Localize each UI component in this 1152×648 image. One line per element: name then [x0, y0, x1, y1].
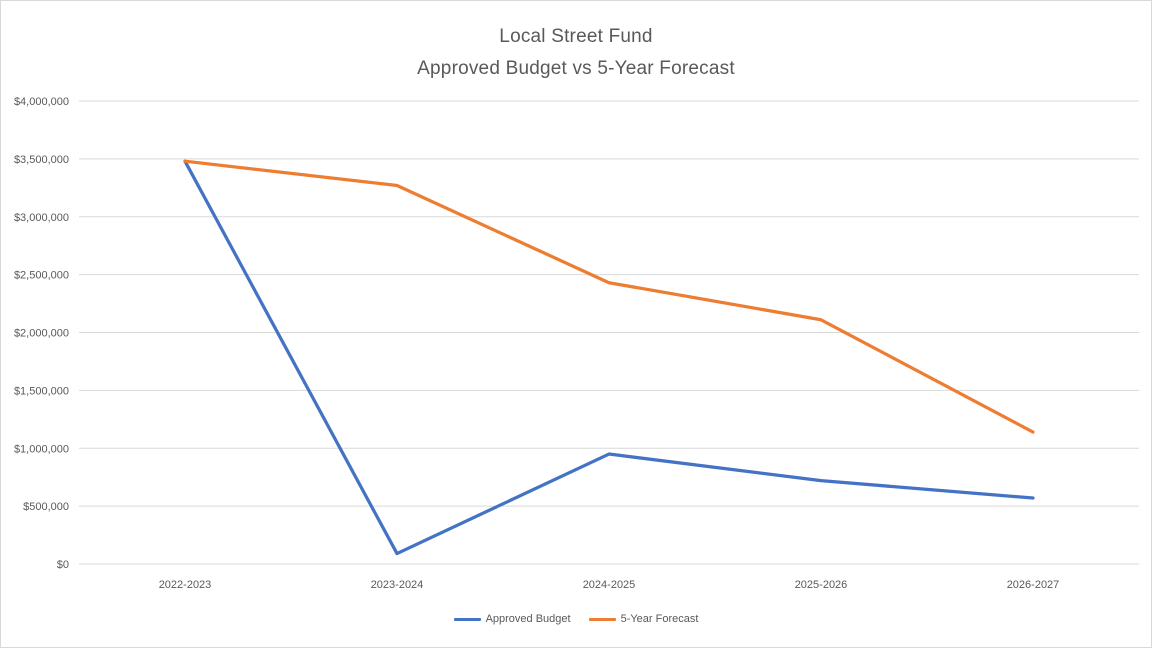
y-axis-tick-label: $0	[57, 559, 69, 571]
legend-label-approved-budget: Approved Budget	[485, 613, 571, 625]
y-axis-tick-label: $500,000	[23, 501, 69, 513]
chart-title: Local Street Fund Approved Budget vs 5-Y…	[1, 21, 1151, 85]
y-axis-tick-label: $2,500,000	[14, 270, 69, 282]
legend-item-5-year-forecast: 5-Year Forecast	[588, 613, 699, 625]
series-line-5-year-forecast	[183, 159, 1035, 434]
legend-swatch-approved-budget	[453, 617, 481, 621]
chart-title-line2: Approved Budget vs 5-Year Forecast	[417, 58, 735, 79]
y-axis-tick-label: $2,000,000	[14, 328, 69, 340]
chart-title-line1: Local Street Fund	[499, 26, 653, 47]
series-line-approved-budget	[183, 159, 1035, 556]
x-axis-tick-label: 2023-2024	[371, 579, 424, 591]
legend-swatch-5-year-forecast	[588, 617, 616, 621]
x-axis-tick-label: 2024-2025	[583, 579, 636, 591]
legend-label-5-year-forecast: 5-Year Forecast	[620, 613, 699, 625]
y-axis-tick-label: $1,000,000	[14, 443, 69, 455]
y-axis-tick-label: $1,500,000	[14, 385, 69, 397]
y-axis-tick-label: $3,000,000	[14, 212, 69, 224]
legend: Approved Budget 5-Year Forecast	[1, 613, 1151, 625]
y-axis-tick-label: $3,500,000	[14, 154, 69, 166]
x-axis-tick-label: 2025-2026	[795, 579, 848, 591]
x-axis-tick-label: 2026-2027	[1007, 579, 1060, 591]
legend-item-approved-budget: Approved Budget	[453, 613, 571, 625]
y-axis-tick-label: $4,000,000	[14, 96, 69, 108]
x-axis-tick-label: 2022-2023	[159, 579, 212, 591]
